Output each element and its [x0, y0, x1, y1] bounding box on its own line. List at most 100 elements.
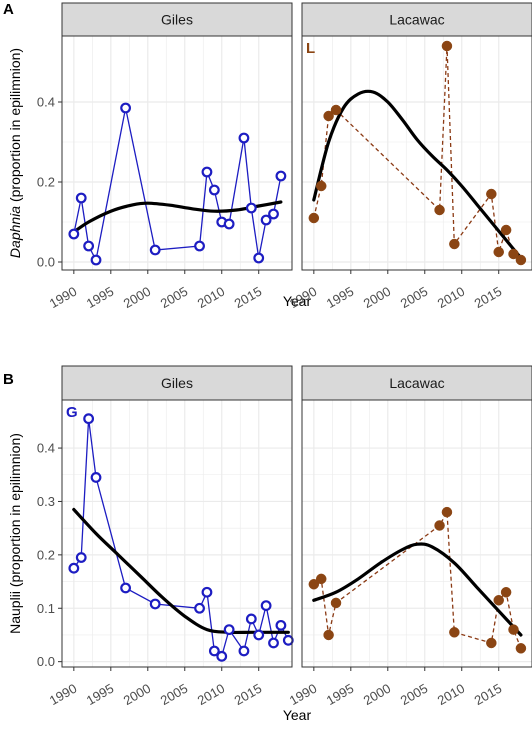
- x-tick-label: 2000: [121, 681, 154, 708]
- data-point: [434, 204, 445, 216]
- panel-b: B Nauplii (proportion in epilimnion) Year G…: [3, 365, 532, 723]
- x-axis-label: Year: [283, 707, 312, 723]
- y-axis-label-italic: Daphnia: [7, 206, 23, 258]
- data-point: [308, 212, 320, 224]
- x-tick-label: 2015: [232, 681, 265, 708]
- trend-line: [72, 200, 283, 234]
- data-point: [486, 188, 497, 200]
- x-tick-label: 2010: [195, 284, 228, 311]
- data-point: [275, 619, 287, 631]
- data-point: [149, 598, 161, 610]
- data-point: [194, 602, 205, 614]
- data-point: [83, 413, 95, 425]
- data-point: [238, 645, 250, 657]
- data-point: [223, 218, 235, 230]
- facet-title: Giles: [161, 12, 193, 28]
- panel-border: [301, 399, 532, 668]
- trend-line: [312, 89, 523, 260]
- x-tick-label: 2010: [435, 284, 468, 311]
- facet-title: Lacawac: [389, 375, 444, 391]
- data-point: [201, 166, 213, 178]
- data-point: [441, 506, 453, 518]
- data-point: [208, 645, 220, 657]
- facet-title: Giles: [161, 375, 193, 391]
- data-point: [245, 202, 257, 214]
- trend-line: [312, 542, 523, 637]
- data-point: [308, 578, 320, 590]
- panel-border: [301, 35, 532, 271]
- y-tick-label: 0.1: [37, 601, 55, 616]
- data-point: [68, 562, 80, 574]
- facet-lacawac: Lacawac 1990 1995 2000 2005 2010 2015: [287, 365, 532, 708]
- y-axis-label: Daphnia (proportion in epilimnion): [7, 48, 23, 258]
- data-point: [75, 192, 87, 204]
- panel-letter: B: [3, 371, 14, 388]
- data-point: [486, 637, 497, 649]
- data-point: [493, 246, 504, 258]
- data-point: [508, 248, 519, 260]
- facet-strip: [301, 2, 532, 37]
- y-axis-label: Nauplii (proportion in epilimnion): [7, 433, 23, 634]
- data-point: [120, 582, 132, 594]
- data-point: [149, 244, 161, 256]
- x-tick-label: 2015: [232, 284, 265, 311]
- data-line-lacawac: [313, 45, 522, 261]
- y-tick-label: 0.0: [37, 255, 55, 270]
- x-tick-label: 2005: [398, 284, 431, 311]
- y-tick-label: 0.4: [37, 95, 55, 110]
- plot-background: [302, 36, 532, 270]
- facet-giles: Giles G 1990 1995 2000 2005 2010 2015 0.0 0.1 0.2 0…: [37, 365, 294, 708]
- facet-strip: [61, 2, 293, 37]
- facet-giles: Giles 1990 1995 2000 2005 2010 2015 0.0 0.2 0.4: [37, 2, 293, 311]
- data-point: [330, 104, 342, 116]
- data-point: [330, 597, 342, 609]
- y-axis-label-text: Nauplii (proportion in epilimnion): [7, 433, 23, 634]
- x-axis-label: Year: [283, 293, 312, 309]
- x-tick-label: 2000: [361, 681, 394, 708]
- x-tick-label: 2005: [158, 284, 191, 311]
- x-tick-label: 2005: [398, 681, 431, 708]
- corner-label: L: [306, 40, 315, 57]
- data-point: [216, 650, 228, 662]
- data-point: [120, 102, 132, 114]
- x-tick-label: 1990: [287, 681, 320, 708]
- data-point: [208, 184, 220, 196]
- data-point: [268, 208, 279, 220]
- data-point: [90, 254, 102, 266]
- data-point: [315, 180, 327, 192]
- data-point: [500, 224, 512, 236]
- data-line-lacawac: [313, 509, 522, 649]
- y-tick-label: 0.2: [37, 547, 55, 562]
- facet-strip: [61, 365, 293, 401]
- panel-border: [61, 399, 293, 668]
- data-point: [515, 643, 527, 654]
- data-point: [245, 613, 257, 625]
- data-point: [223, 624, 235, 636]
- data-point: [253, 252, 265, 264]
- x-tick-label: 2015: [472, 681, 505, 708]
- y-tick-label: 0.2: [37, 175, 55, 190]
- data-point: [201, 586, 213, 598]
- data-point: [253, 629, 265, 641]
- data-point: [515, 254, 527, 266]
- data-point: [315, 573, 327, 585]
- x-tick-label: 2015: [472, 284, 505, 311]
- data-point: [194, 240, 205, 252]
- x-tick-label: 1995: [324, 681, 357, 708]
- data-point: [323, 110, 334, 122]
- data-point: [500, 586, 512, 598]
- x-tick-label: 2005: [158, 681, 191, 708]
- x-tick-label: 1995: [324, 284, 357, 311]
- data-point: [83, 240, 95, 252]
- x-tick-label: 1995: [84, 284, 117, 311]
- y-axis-label-text: (proportion in epilimnion): [7, 48, 23, 206]
- data-point: [268, 637, 279, 649]
- data-point: [260, 600, 272, 611]
- plot-background: [62, 36, 292, 270]
- x-tick-label: 2000: [361, 284, 394, 311]
- facet-strip: [301, 365, 532, 401]
- y-tick-label: 0.0: [37, 654, 55, 669]
- facet-title: Lacawac: [389, 12, 444, 28]
